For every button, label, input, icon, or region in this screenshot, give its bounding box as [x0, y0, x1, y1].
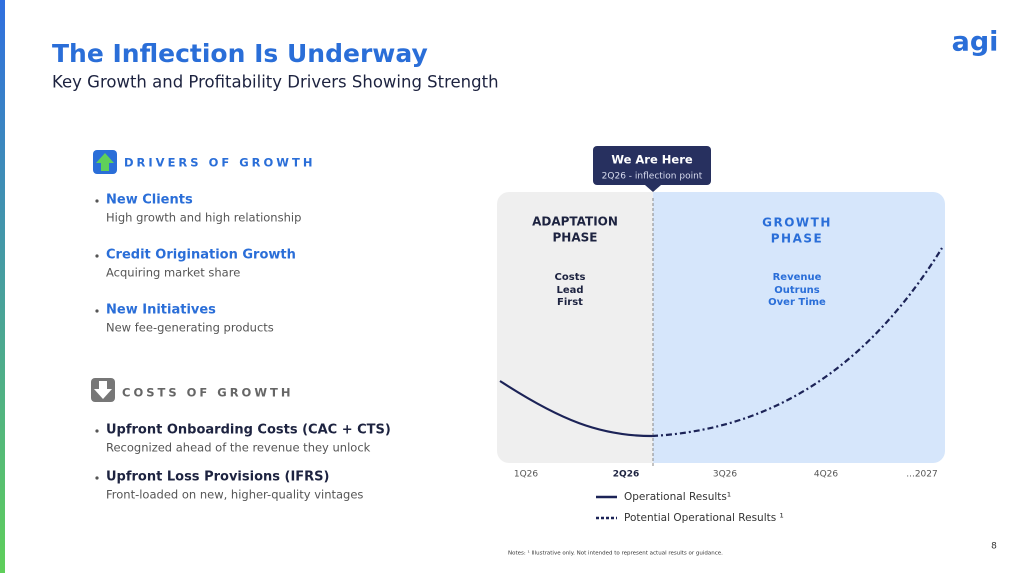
x-label: ...2027	[906, 470, 938, 480]
phase-title: GROWTH	[762, 216, 832, 230]
phase-title: PHASE	[553, 231, 598, 245]
phase-note: Costs	[555, 272, 586, 283]
down-arrow	[94, 381, 112, 399]
callout-pointer	[645, 185, 661, 192]
phase-labels: ADAPTATION PHASE Costs Lead First GROWTH…	[532, 215, 832, 309]
costs-list: Upfront Onboarding Costs (CAC + CTS) Rec…	[95, 423, 391, 502]
section-heading: COSTS OF GROWTH	[122, 386, 294, 400]
drivers-list: New Clients High growth and high relatio…	[95, 193, 301, 335]
item-title: New Initiatives	[106, 303, 216, 318]
legend-label: Potential Operational Results ¹	[624, 512, 784, 524]
bullet	[95, 199, 99, 203]
item-desc: Recognized ahead of the revenue they unl…	[106, 441, 371, 455]
item-desc: New fee-generating products	[106, 321, 274, 335]
operational-curve	[499, 380, 653, 438]
phase-note: Lead	[556, 285, 583, 296]
section-heading: DRIVERS OF GROWTH	[124, 156, 315, 170]
phase-note: First	[557, 297, 583, 308]
subtitle: Key Growth and Profitability Drivers Sho…	[52, 73, 499, 92]
callout-box	[593, 146, 711, 185]
page-number: 8	[991, 542, 997, 552]
growth-panel	[653, 192, 945, 463]
x-label: 3Q26	[713, 470, 738, 480]
footnote: Notes: ¹ Illustrative only. Not intended…	[508, 550, 723, 557]
phase-note: Revenue	[773, 272, 822, 283]
logo: agi	[952, 27, 999, 58]
item-desc: High growth and high relationship	[106, 211, 301, 225]
potential-curve	[651, 247, 943, 438]
callout-subtitle: 2Q26 - inflection point	[602, 172, 703, 182]
x-label: 1Q26	[514, 470, 539, 480]
phase-title: ADAPTATION	[532, 215, 618, 229]
x-label: 2Q26	[613, 470, 639, 480]
phase-title: PHASE	[771, 232, 823, 246]
phase-note: Over Time	[768, 297, 826, 308]
bullet	[95, 429, 99, 433]
item-title: New Clients	[106, 193, 193, 208]
bullet	[95, 476, 99, 480]
phase-note: Outruns	[774, 285, 820, 296]
growth-panel-edge	[653, 192, 667, 463]
callout-title: We Are Here	[611, 153, 693, 167]
bullet	[95, 309, 99, 313]
item-desc: Front-loaded on new, higher-quality vint…	[106, 488, 363, 502]
item-desc: Acquiring market share	[106, 266, 240, 280]
edge-bar	[0, 0, 5, 573]
adaptation-panel	[497, 192, 667, 463]
item-title: Credit Origination Growth	[106, 248, 296, 263]
x-labels: 1Q26 2Q26 3Q26 4Q26 ...2027	[514, 470, 938, 480]
item-title: Upfront Onboarding Costs (CAC + CTS)	[106, 423, 391, 438]
legend-label: Operational Results¹	[624, 491, 731, 503]
bullet	[95, 254, 99, 258]
x-label: 4Q26	[814, 470, 839, 480]
up-arrow	[96, 153, 114, 171]
title: The Inflection Is Underway	[52, 39, 428, 68]
item-title: Upfront Loss Provisions (IFRS)	[106, 470, 330, 485]
